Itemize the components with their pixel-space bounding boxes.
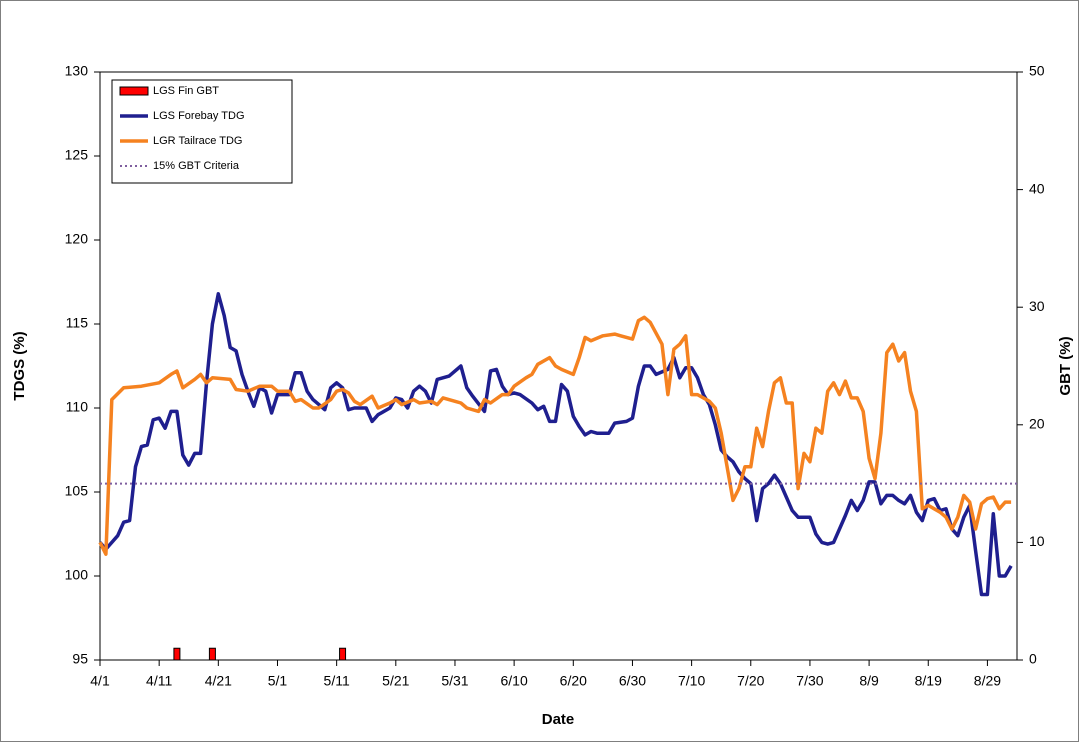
x-tick-label: 8/29 [974,673,1001,689]
bar [173,647,181,661]
x-tick-label: 5/31 [441,673,468,689]
x-tick-label: 6/10 [501,673,528,689]
x-tick-label: 6/20 [560,673,587,689]
x-tick-label: 6/30 [619,673,646,689]
y-tick-label: 130 [65,63,89,79]
legend-label: LGS Forebay TDG [153,110,245,122]
x-tick-label: 5/1 [268,673,288,689]
y-tick-label: 110 [66,399,89,415]
y2-tick-label: 10 [1029,533,1045,549]
bar [208,647,216,661]
y-tick-label: 100 [65,567,89,583]
x-axis-title: Date [542,711,575,728]
x-tick-label: 7/20 [737,673,764,689]
bar [339,647,347,661]
y2-tick-label: 30 [1029,298,1045,314]
x-tick-label: 7/30 [796,673,823,689]
y-tick-label: 120 [65,231,89,247]
x-tick-label: 7/10 [678,673,705,689]
plot-area [99,71,1018,661]
x-tick-label: 5/21 [382,673,409,689]
y-tick-label: 115 [66,315,89,331]
x-tick-label: 8/9 [859,673,879,689]
y2-tick-label: 50 [1029,63,1045,79]
legend-swatch [119,86,149,96]
series-line [98,292,1013,597]
y-tick-label: 125 [65,147,89,163]
legend-label: LGR Tailrace TDG [153,135,242,147]
y2-axis-title: GBT (%) [1057,336,1074,395]
y-axis-title: TDGS (%) [11,331,28,400]
y2-tick-label: 40 [1029,180,1045,196]
legend-label: LGS Fin GBT [153,85,219,97]
series-line [98,315,1012,556]
y2-tick-label: 0 [1029,651,1037,667]
x-tick-label: 5/11 [324,673,350,689]
legend-label: 15% GBT Criteria [153,160,240,172]
y2-tick-label: 20 [1029,416,1045,432]
x-tick-label: 4/1 [90,673,110,689]
y-tick-label: 95 [72,651,88,667]
x-tick-label: 4/11 [146,673,172,689]
x-tick-label: 8/19 [915,673,942,689]
x-tick-label: 4/21 [205,673,232,689]
y-tick-label: 105 [65,483,89,499]
